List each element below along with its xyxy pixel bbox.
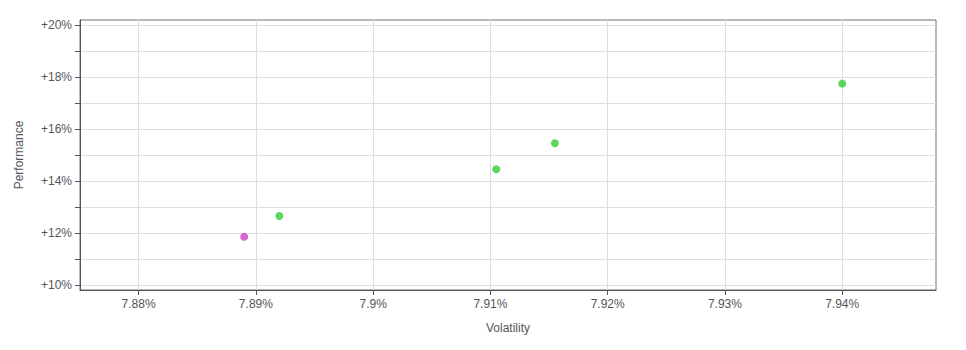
svg-text:+16%: +16%: [41, 122, 72, 136]
svg-text:7.91%: 7.91%: [473, 297, 507, 311]
svg-text:+12%: +12%: [41, 226, 72, 240]
svg-text:Performance: Performance: [12, 120, 26, 189]
svg-text:+14%: +14%: [41, 174, 72, 188]
svg-text:7.88%: 7.88%: [122, 297, 156, 311]
svg-text:+18%: +18%: [41, 70, 72, 84]
svg-text:7.94%: 7.94%: [825, 297, 859, 311]
svg-text:7.89%: 7.89%: [239, 297, 273, 311]
svg-text:+20%: +20%: [41, 18, 72, 32]
svg-text:7.93%: 7.93%: [708, 297, 742, 311]
svg-text:7.92%: 7.92%: [591, 297, 625, 311]
svg-text:7.9%: 7.9%: [359, 297, 387, 311]
svg-text:+10%: +10%: [41, 278, 72, 292]
svg-text:Volatility: Volatility: [486, 321, 530, 335]
